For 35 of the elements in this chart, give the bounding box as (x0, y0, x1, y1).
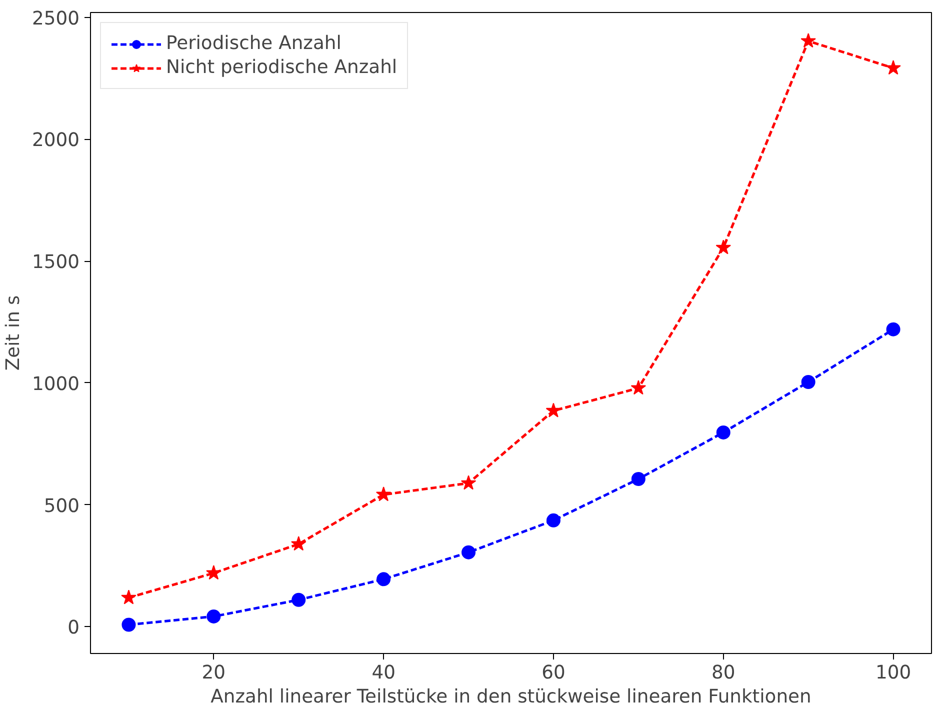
y-axis-title: Zeit in s (3, 295, 24, 371)
legend-label: Nicht periodische Anzahl (166, 57, 398, 78)
legend-label: Periodische Anzahl (166, 33, 342, 54)
point (122, 618, 136, 632)
y-tick-label: 0 (68, 618, 80, 639)
point (206, 565, 222, 580)
x-tick-label: 100 (875, 662, 912, 684)
point (886, 60, 901, 75)
point (460, 475, 476, 490)
x-tick-label: 40 (372, 662, 396, 684)
point (376, 572, 391, 586)
point (886, 322, 900, 336)
point (546, 513, 560, 528)
y-tick-label: 500 (44, 496, 80, 517)
point (292, 592, 306, 607)
point (631, 472, 646, 486)
point (716, 425, 730, 440)
point (290, 536, 306, 551)
point (630, 380, 646, 395)
point (716, 240, 732, 254)
y-tick-label: 2500 (32, 8, 80, 30)
y-tick-label: 1500 (32, 252, 80, 274)
x-tick-label: 80 (712, 662, 736, 684)
point (206, 609, 221, 624)
point (546, 402, 562, 418)
y-tick-label: 2000 (32, 130, 80, 152)
point (376, 486, 392, 502)
point (462, 545, 476, 560)
point (801, 375, 816, 389)
x-tick-label: 20 (202, 662, 226, 684)
y-tick-label: 1000 (32, 374, 80, 395)
point (121, 590, 136, 604)
point (800, 33, 816, 48)
x-axis-title: Anzahl linearer Teilstücke in den stückweise linearen Funktionen (210, 686, 812, 708)
x-tick-label: 60 (542, 662, 566, 684)
